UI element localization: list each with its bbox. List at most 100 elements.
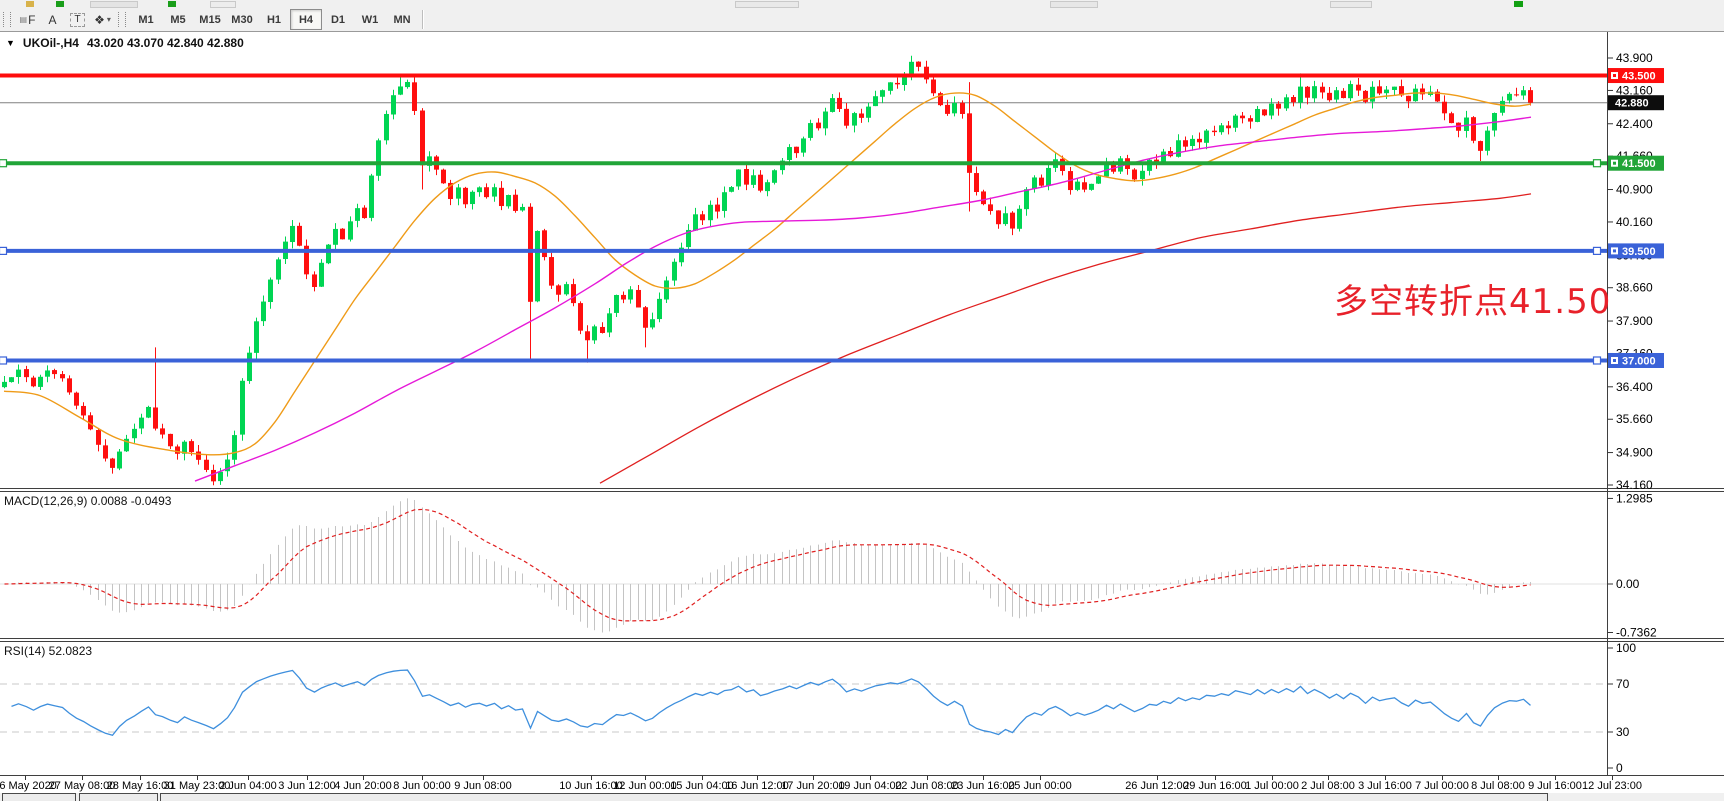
svg-text:40.160: 40.160: [1616, 215, 1653, 229]
svg-text:3 Jul 16:00: 3 Jul 16:00: [1358, 780, 1412, 792]
svg-text:2 Jun 04:00: 2 Jun 04:00: [219, 780, 277, 792]
price-badge-43.500: 43.500: [1608, 68, 1664, 84]
text-label-icon[interactable]: T: [65, 9, 90, 30]
timeframe-button-mn[interactable]: MN: [393, 13, 411, 26]
price-axis: 43.90043.16042.40041.66040.90040.16039.4…: [1607, 51, 1664, 775]
svg-text:42.400: 42.400: [1616, 117, 1653, 131]
pivot-line[interactable]: [0, 159, 1607, 168]
svg-text:26 Jun 12:00: 26 Jun 12:00: [1125, 780, 1189, 792]
svg-text:10 Jun 16:00: 10 Jun 16:00: [559, 780, 623, 792]
timeframe-button-d1[interactable]: D1: [330, 13, 346, 26]
svg-text:36.400: 36.400: [1616, 380, 1653, 394]
svg-text:12 Jul 23:00: 12 Jul 23:00: [1582, 780, 1642, 792]
ma-fast-orange: [3, 92, 1532, 456]
support-line-2[interactable]: [0, 356, 1607, 365]
timeframe-button-h1[interactable]: H1: [266, 13, 282, 26]
timeframe-button-h4[interactable]: H4: [290, 9, 322, 30]
macd-label: MACD(12,26,9) 0.0088 -0.0493: [4, 494, 172, 508]
rsi-label: RSI(14) 52.0823: [4, 644, 93, 658]
rsi-line: [11, 669, 1531, 737]
svg-text:27 May 08:00: 27 May 08:00: [49, 780, 116, 792]
svg-text:0: 0: [1616, 761, 1623, 775]
svg-text:8 Jul 08:00: 8 Jul 08:00: [1471, 780, 1525, 792]
chart-tab-segment[interactable]: [2, 793, 76, 801]
chart-tab-segment[interactable]: [79, 793, 158, 801]
svg-text:1 Jul 00:00: 1 Jul 00:00: [1245, 780, 1299, 792]
svg-text:17 Jun 20:00: 17 Jun 20:00: [781, 780, 845, 792]
svg-text:0.00: 0.00: [1616, 577, 1640, 591]
toolbar-remnant: [735, 1, 799, 8]
svg-text:40.900: 40.900: [1616, 183, 1653, 197]
indicator-list-icon[interactable]: ▤ F: [19, 12, 36, 27]
svg-text:34.900: 34.900: [1616, 446, 1653, 460]
chart-tab-segment[interactable]: [160, 793, 1548, 801]
ma-mid-magenta: [194, 116, 1532, 482]
support-line-1[interactable]: [0, 246, 1607, 255]
svg-text:100: 100: [1616, 641, 1636, 655]
svg-text:42.880: 42.880: [1615, 98, 1649, 110]
timeframe-button-m15[interactable]: M15: [199, 13, 221, 26]
chart-tabs-strip[interactable]: [0, 793, 1724, 801]
svg-text:38.660: 38.660: [1616, 281, 1653, 295]
toolbar-remnant: [1514, 1, 1523, 7]
toolbar-grip[interactable]: [3, 12, 11, 27]
svg-text:7 Jul 00:00: 7 Jul 00:00: [1415, 780, 1469, 792]
toolbar-remnant: [26, 1, 34, 7]
toolbar: ▤ F A T ❖ ▾ M1 M5 M15 M30 H1 H4 D1 W1 MN: [0, 8, 1724, 32]
toolbar-separator: [422, 10, 424, 29]
toolbar-remnant: [210, 1, 236, 8]
svg-text:70: 70: [1616, 677, 1630, 691]
chart-background: [0, 31, 1724, 793]
svg-text:37.000: 37.000: [1622, 355, 1656, 367]
macd-panel: [0, 498, 1607, 633]
timeframe-button-m5[interactable]: M5: [170, 13, 186, 26]
toolbar-remnant: [1330, 1, 1372, 8]
svg-text:15 Jun 04:00: 15 Jun 04:00: [670, 780, 734, 792]
ma-slow-red: [599, 193, 1532, 484]
toolbar-remnant: [168, 1, 176, 7]
svg-text:43.500: 43.500: [1622, 71, 1656, 83]
svg-text:9 Jun 08:00: 9 Jun 08:00: [454, 780, 512, 792]
price-badge-39.500: 39.500: [1608, 243, 1664, 259]
svg-text:43.900: 43.900: [1616, 51, 1653, 65]
svg-text:29 Jun 16:00: 29 Jun 16:00: [1183, 780, 1247, 792]
svg-text:2 Jul 08:00: 2 Jul 08:00: [1301, 780, 1355, 792]
price-badge-41.500: 41.500: [1608, 155, 1664, 171]
price-badge-37.000: 37.000: [1608, 352, 1664, 368]
svg-text:26 May 2020: 26 May 2020: [0, 780, 57, 792]
symbol-label: UKOil-,H4: [22, 36, 79, 50]
svg-text:43.160: 43.160: [1616, 83, 1653, 97]
svg-text:1.2985: 1.2985: [1616, 491, 1653, 505]
svg-text:37.900: 37.900: [1616, 314, 1653, 328]
svg-text:9 Jul 16:00: 9 Jul 16:00: [1528, 780, 1582, 792]
candlesticks: [2, 55, 1533, 486]
svg-text:16 Jun 12:00: 16 Jun 12:00: [725, 780, 789, 792]
toolbar-grip[interactable]: [118, 12, 126, 27]
timeframe-button-w1[interactable]: W1: [361, 13, 379, 26]
svg-text:22 Jun 08:00: 22 Jun 08:00: [895, 780, 959, 792]
macd-signal-line: [4, 508, 1531, 622]
svg-text:31 May 23:00: 31 May 23:00: [164, 780, 231, 792]
rsi-panel: [0, 669, 1607, 737]
svg-text:35.660: 35.660: [1616, 412, 1653, 426]
svg-text:4 Jun 20:00: 4 Jun 20:00: [334, 780, 392, 792]
toolbar-remnant: [90, 1, 138, 8]
svg-text:-0.7362: -0.7362: [1616, 626, 1657, 640]
chevron-down-icon[interactable]: ▼: [6, 38, 15, 48]
svg-text:41.500: 41.500: [1622, 158, 1656, 170]
svg-text:23 Jun 16:00: 23 Jun 16:00: [951, 780, 1015, 792]
toolbar-remnant: [1050, 1, 1098, 8]
timeframe-button-m1[interactable]: M1: [138, 13, 154, 26]
chart-annotation: 多空转折点41.50: [1334, 282, 1612, 322]
panel-borders: [0, 32, 1724, 776]
chart-title-row: ▼ UKOil-,H4 43.020 43.070 42.840 42.880: [6, 36, 244, 50]
toolbar-remnant: [56, 1, 64, 7]
timeframe-button-m30[interactable]: M30: [231, 13, 253, 26]
font-icon[interactable]: A: [48, 12, 57, 27]
svg-text:34.160: 34.160: [1616, 478, 1653, 492]
objects-icon[interactable]: ❖ ▾: [94, 12, 111, 27]
svg-text:28 May 16:00: 28 May 16:00: [107, 780, 174, 792]
